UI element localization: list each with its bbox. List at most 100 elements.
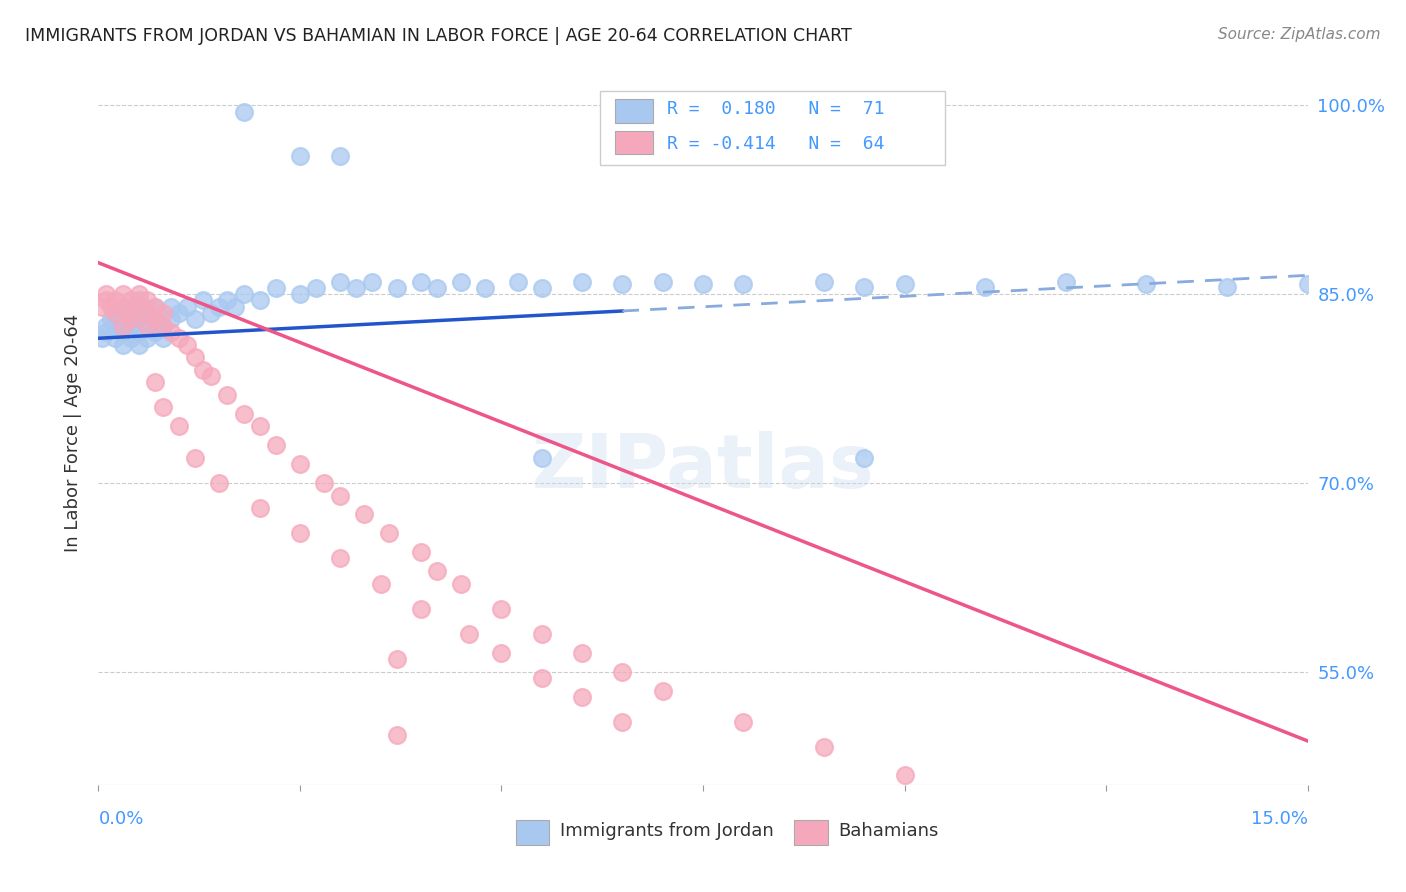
Point [1054, 275, 1077, 289]
Point [111, 287, 134, 301]
Text: Source: ZipAtlas.com: Source: ZipAtlas.com [1218, 27, 1381, 42]
Text: 0.0%: 0.0% [98, 810, 143, 828]
Text: ZIPatlas: ZIPatlas [531, 432, 875, 504]
Point [409, 545, 432, 559]
Point [128, 312, 150, 326]
Point [152, 401, 174, 415]
Point [612, 714, 634, 729]
Text: 15.0%: 15.0% [1250, 810, 1308, 828]
Bar [614, 99, 654, 122]
Point [120, 293, 142, 308]
Point [893, 768, 915, 782]
Point [184, 312, 207, 326]
Point [96, 318, 118, 333]
Point [128, 337, 150, 351]
Point [813, 275, 835, 289]
Point [200, 306, 222, 320]
Point [184, 350, 207, 364]
Point [111, 318, 134, 333]
Point [135, 306, 157, 320]
Point [128, 325, 150, 339]
Point [167, 306, 190, 320]
Point [143, 300, 166, 314]
Point [329, 149, 352, 163]
Point [176, 337, 198, 351]
Point [571, 646, 593, 660]
Point [143, 312, 166, 326]
Point [409, 602, 432, 616]
Point [103, 306, 125, 320]
Point [135, 306, 157, 320]
Point [152, 318, 174, 333]
Point [305, 281, 328, 295]
Point [385, 728, 408, 742]
Point [135, 318, 157, 333]
Point [329, 489, 352, 503]
Point [426, 281, 449, 295]
Point [103, 293, 125, 308]
Point [329, 275, 352, 289]
Point [232, 104, 254, 119]
Point [111, 337, 134, 351]
Point [128, 293, 150, 308]
Point [458, 627, 481, 641]
Point [361, 275, 384, 289]
Point [974, 279, 997, 293]
Point [91, 300, 114, 314]
Point [344, 281, 367, 295]
Point [167, 331, 190, 345]
Point [120, 306, 142, 320]
Point [232, 407, 254, 421]
Point [103, 331, 125, 345]
Point [377, 526, 399, 541]
Point [143, 376, 166, 390]
Point [111, 300, 134, 314]
Point [651, 683, 673, 698]
Text: Bahamians: Bahamians [838, 822, 939, 839]
Point [96, 293, 118, 308]
Text: IMMIGRANTS FROM JORDAN VS BAHAMIAN IN LABOR FORCE | AGE 20-64 CORRELATION CHART: IMMIGRANTS FROM JORDAN VS BAHAMIAN IN LA… [25, 27, 852, 45]
Point [193, 362, 215, 376]
Point [135, 293, 157, 308]
Point [224, 300, 246, 314]
Point [893, 277, 915, 292]
Point [100, 300, 122, 314]
Point [1216, 279, 1239, 293]
Point [1296, 277, 1319, 292]
Text: R =  0.180   N =  71: R = 0.180 N = 71 [666, 100, 884, 118]
Point [200, 369, 222, 384]
Bar [793, 821, 828, 845]
Point [120, 331, 142, 345]
Point [491, 602, 513, 616]
Point [249, 501, 271, 516]
Point [288, 287, 311, 301]
Point [103, 306, 125, 320]
Point [111, 306, 134, 320]
Point [571, 690, 593, 704]
Point [128, 287, 150, 301]
Point [152, 318, 174, 333]
Point [474, 281, 496, 295]
Point [96, 287, 118, 301]
Point [143, 300, 166, 314]
Point [167, 419, 190, 434]
Point [160, 300, 183, 314]
Point [249, 293, 271, 308]
Point [651, 275, 673, 289]
FancyBboxPatch shape [600, 91, 945, 165]
Point [184, 450, 207, 465]
Point [385, 652, 408, 666]
Point [853, 279, 876, 293]
Point [612, 665, 634, 679]
Point [530, 450, 553, 465]
Point [208, 300, 231, 314]
Point [120, 318, 142, 333]
Point [120, 300, 142, 314]
Point [733, 277, 755, 292]
Point [370, 576, 392, 591]
Point [288, 526, 311, 541]
Point [111, 312, 134, 326]
Point [232, 287, 254, 301]
Point [120, 312, 142, 326]
Point [506, 275, 529, 289]
